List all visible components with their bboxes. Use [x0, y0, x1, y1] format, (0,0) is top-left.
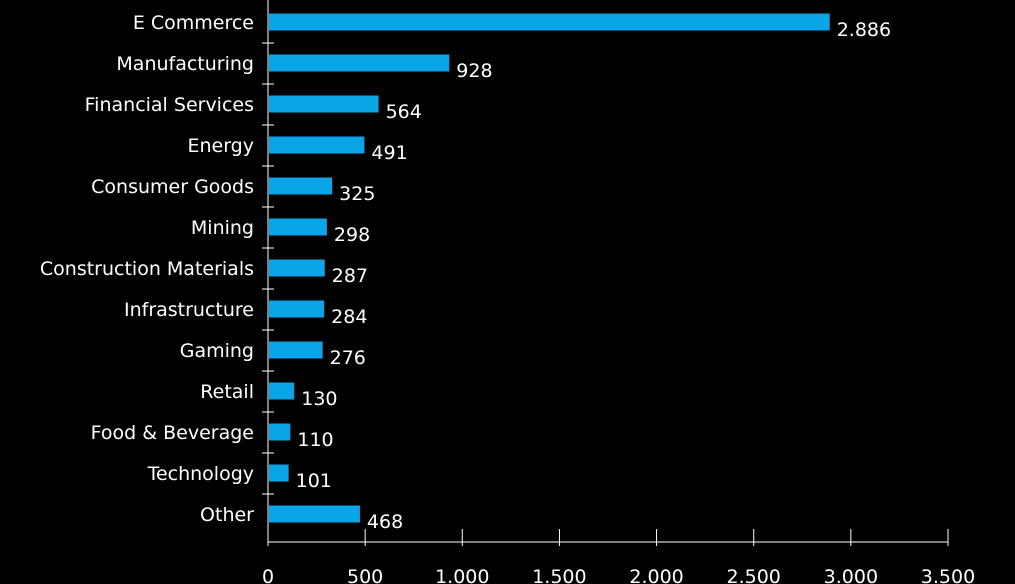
category-label: Construction Materials: [40, 258, 254, 280]
bar: [269, 382, 295, 400]
bar: [269, 218, 327, 236]
category-label: Other: [200, 504, 254, 526]
bar: [269, 505, 360, 523]
bar: [269, 341, 323, 359]
category-label: Consumer Goods: [91, 176, 254, 198]
bar: [269, 177, 333, 195]
bar: [269, 423, 291, 441]
category-label: Energy: [187, 135, 254, 157]
category-label: E Commerce: [133, 12, 254, 34]
bars-group: [269, 13, 830, 523]
value-label: 2.886: [837, 19, 891, 41]
category-label: Retail: [200, 381, 254, 403]
bar: [269, 54, 450, 72]
x-tick-label: 500: [347, 566, 383, 584]
bar: [269, 13, 830, 31]
x-tick-label: 3.500: [921, 566, 975, 584]
value-label: 101: [296, 470, 332, 492]
category-label: Financial Services: [85, 94, 254, 116]
value-label: 491: [371, 142, 407, 164]
x-tick-label: 1.500: [532, 566, 586, 584]
value-label: 287: [332, 265, 368, 287]
bar: [269, 464, 289, 482]
bar: [269, 136, 365, 154]
category-label: Infrastructure: [124, 299, 254, 321]
x-tick-label: 0: [262, 566, 274, 584]
category-label: Technology: [147, 463, 254, 485]
x-tick-label: 1.000: [435, 566, 489, 584]
category-label: Food & Beverage: [91, 422, 254, 444]
x-tick-label: 2.500: [727, 566, 781, 584]
value-label: 298: [334, 224, 370, 246]
bar: [269, 95, 379, 113]
axes-group: [262, 0, 949, 546]
value-label: 468: [367, 511, 403, 533]
value-label: 928: [456, 60, 492, 82]
value-label: 325: [339, 183, 375, 205]
category-label: Gaming: [180, 340, 254, 362]
labels-group: E Commerce 2.886 Manufacturing 928 Financial…: [40, 12, 975, 584]
bar: [269, 259, 325, 277]
category-label: Mining: [191, 217, 254, 239]
value-label: 284: [331, 306, 367, 328]
value-label: 110: [297, 429, 333, 451]
x-tick-label: 3.000: [824, 566, 878, 584]
category-label: Manufacturing: [116, 53, 254, 75]
value-label: 276: [330, 347, 366, 369]
value-label: 564: [386, 101, 422, 123]
value-label: 130: [301, 388, 337, 410]
x-tick-label: 2.000: [629, 566, 683, 584]
bar: [269, 300, 325, 318]
